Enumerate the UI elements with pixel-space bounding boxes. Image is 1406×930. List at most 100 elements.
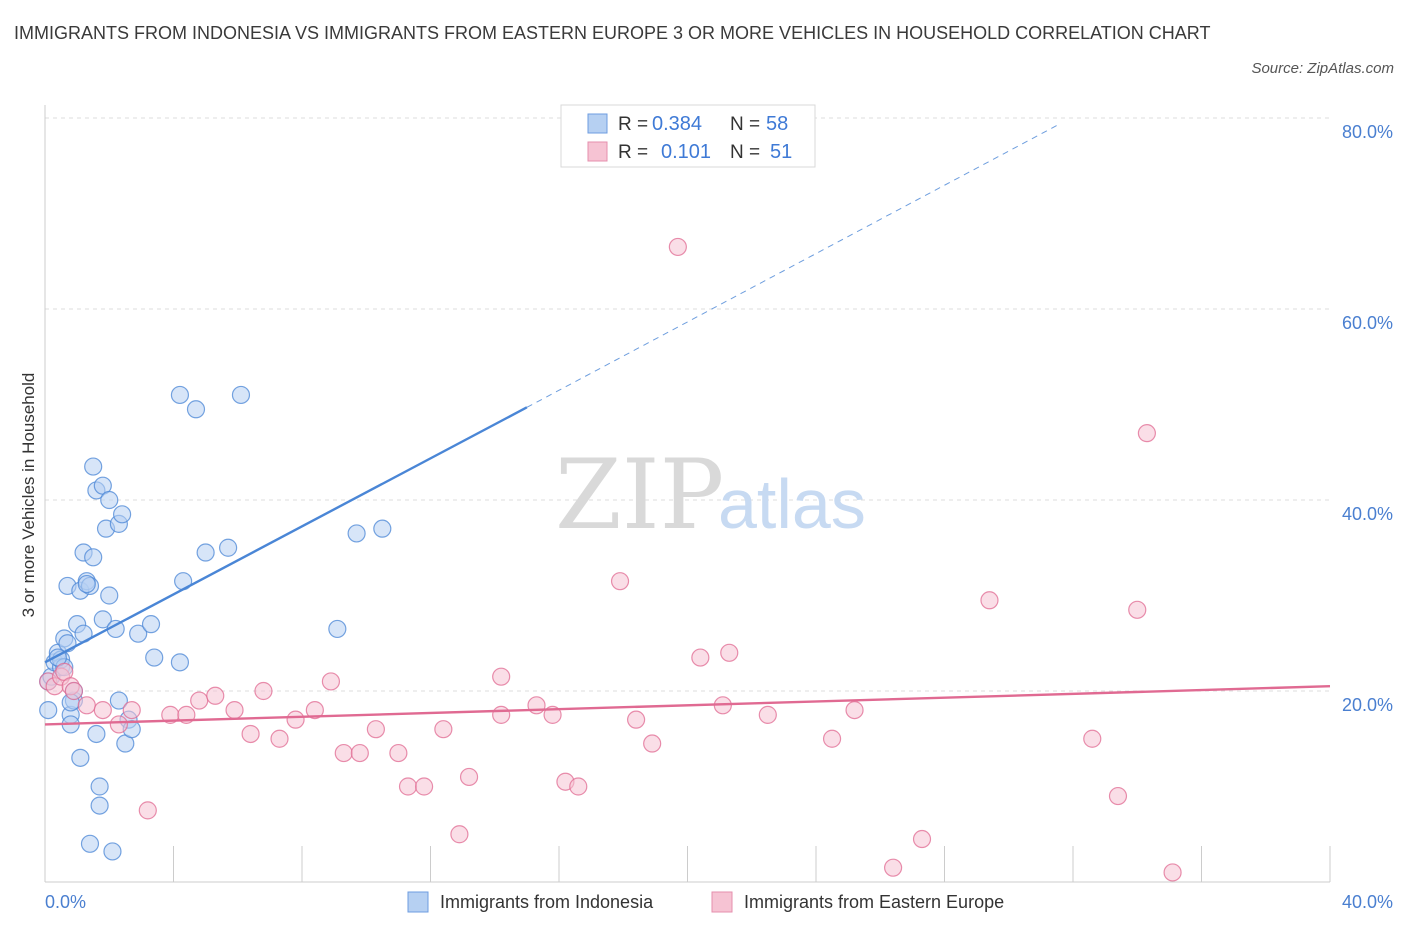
point-series1-54: [1163, 863, 1182, 882]
legend: R = 0.384 N = 58 R = 0.101 N = 51: [560, 104, 816, 168]
point-series1-8: [109, 715, 128, 734]
point-series0-26: [90, 796, 109, 815]
point-series1-53: [1137, 424, 1156, 443]
point-series1-52: [1128, 600, 1147, 619]
legend-n-label-2: N =: [730, 142, 760, 163]
point-series1-31: [492, 705, 511, 724]
x-tick-labels: 0.0% 40.0%: [45, 892, 1393, 912]
bottom-legend-swatch-indonesia: [407, 891, 429, 913]
legend-swatch-eastern-europe: [587, 141, 608, 162]
legend-r-value-1: 0.384: [652, 113, 702, 135]
point-series0-21: [84, 548, 103, 567]
point-series1-25: [389, 743, 408, 763]
point-series0-25: [90, 777, 109, 796]
point-series1-49: [980, 591, 999, 610]
trend-lines: [44, 123, 1331, 726]
point-series1-46: [845, 700, 864, 720]
legend-n-value-2: 51: [770, 141, 792, 163]
point-series1-22: [334, 743, 353, 763]
point-series1-17: [254, 681, 273, 701]
legend-n-label-1: N =: [730, 114, 760, 135]
bottom-legend-label-eastern-europe: Immigrants from Eastern Europe: [744, 892, 1004, 912]
point-series0-53: [103, 842, 122, 861]
point-series0-41: [145, 648, 164, 667]
y-tick-labels: 20.0% 40.0% 60.0% 80.0%: [1342, 122, 1393, 715]
y-tick-label-3: 80.0%: [1342, 122, 1393, 142]
legend-r-value-2: 0.101: [661, 141, 711, 163]
point-series1-26: [398, 777, 418, 796]
point-series0-16: [71, 748, 90, 767]
point-series1-18: [270, 729, 289, 748]
trend-extension-series0: [526, 123, 1061, 408]
point-series1-5: [64, 681, 84, 701]
point-series0-24: [87, 724, 106, 744]
point-series1-6: [77, 696, 96, 715]
point-series1-32: [492, 667, 511, 686]
point-series1-44: [758, 705, 777, 724]
bottom-legend-label-indonesia: Immigrants from Indonesia: [440, 892, 654, 912]
bottom-legend: Immigrants from Indonesia Immigrants fro…: [407, 891, 1004, 913]
point-series1-39: [643, 734, 662, 753]
point-series1-10: [138, 801, 157, 820]
point-series1-21: [321, 672, 341, 691]
point-series1-36: [569, 777, 588, 796]
legend-n-value-1: 58: [766, 113, 788, 135]
point-series1-47: [883, 858, 903, 877]
y-tick-label-2: 60.0%: [1342, 313, 1393, 333]
point-series0-39: [129, 624, 148, 643]
point-series1-23: [350, 743, 369, 763]
point-series0-48: [231, 385, 251, 405]
trend-line-series1: [44, 685, 1331, 726]
point-series1-29: [450, 825, 469, 844]
point-series0-42: [170, 653, 190, 672]
point-series1-13: [190, 691, 209, 710]
point-series0-31: [100, 490, 119, 510]
point-series0-45: [186, 400, 206, 419]
point-series1-45: [822, 729, 842, 748]
point-series0-50: [347, 524, 366, 543]
y-tick-label-0: 20.0%: [1342, 695, 1393, 715]
point-series0-40: [141, 615, 161, 634]
point-series0-35: [112, 505, 132, 524]
y-axis-label: 3 or more Vehicles in Household: [19, 373, 38, 618]
axes: [44, 105, 1331, 883]
watermark: ZIP atlas: [555, 439, 866, 551]
x-tick-label-0: 0.0%: [45, 892, 86, 912]
bottom-legend-swatch-eastern-europe: [711, 891, 733, 913]
point-series0-51: [373, 519, 392, 538]
point-series1-51: [1108, 786, 1128, 806]
point-series1-41: [691, 648, 710, 667]
point-series0-0: [39, 700, 58, 720]
trend-line-series0: [44, 406, 528, 664]
point-series1-9: [122, 700, 141, 720]
point-series1-14: [206, 686, 225, 705]
point-series0-49: [328, 619, 347, 639]
point-series0-22: [84, 457, 103, 476]
x-tick-label-1: 40.0%: [1342, 892, 1393, 912]
point-series0-47: [219, 538, 238, 557]
point-series0-52: [80, 834, 100, 853]
point-series0-46: [196, 543, 215, 562]
legend-r-label-1: R =: [618, 114, 648, 135]
point-series0-28: [93, 610, 112, 629]
point-series1-27: [414, 777, 434, 796]
point-series0-33: [109, 691, 128, 710]
point-series1-30: [459, 767, 479, 787]
point-series1-16: [241, 724, 260, 744]
point-series1-33: [527, 696, 546, 715]
watermark-atlas: atlas: [718, 465, 866, 543]
point-series1-38: [626, 710, 646, 729]
y-tick-label-1: 40.0%: [1342, 504, 1393, 524]
point-series1-37: [610, 572, 630, 591]
legend-swatch-indonesia: [587, 113, 608, 134]
point-series1-43: [720, 643, 739, 662]
point-series1-15: [225, 700, 244, 720]
point-series1-28: [434, 720, 453, 739]
point-series0-55: [77, 574, 96, 594]
point-series1-19: [286, 710, 305, 729]
point-series0-44: [170, 385, 190, 405]
point-series1-7: [93, 700, 112, 720]
chart-source: Source: ZipAtlas.com: [1251, 60, 1394, 77]
data-points: [39, 237, 1182, 882]
